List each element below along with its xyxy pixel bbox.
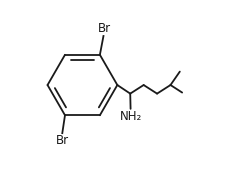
Text: Br: Br: [98, 22, 111, 35]
Text: NH₂: NH₂: [120, 110, 142, 123]
Text: Br: Br: [56, 134, 69, 147]
